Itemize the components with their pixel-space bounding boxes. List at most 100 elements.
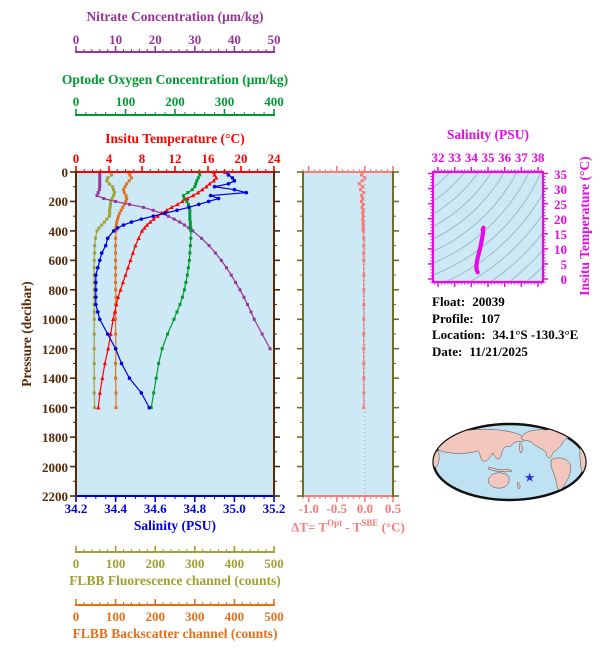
temperature-tick-label: 8 [138,151,146,166]
pressure-tick-label: 1400 [42,371,68,387]
delta-t-sup-opt: Opt [327,518,343,528]
delta-t-sup-sbe: SBE [361,518,379,528]
oxygen-tick-label: 400 [264,94,284,109]
pressure-tick-label: 2200 [42,489,68,504]
delta-panel-frame [297,166,399,502]
fluorescence-tick-label: 500 [264,556,284,571]
date-label: Date: [432,343,463,359]
ts-temperature-tick-label: 0 [560,271,568,287]
pressure-tick-label: 400 [48,223,69,239]
salinity-axis-title: Salinity (PSU) [133,518,217,533]
nitrate-tick-label: 20 [148,32,162,47]
delta-t-label-part: - T [342,519,362,535]
ts-salinity-tick-label: 38 [531,150,545,165]
date-value: 11/21/2025 [469,343,528,359]
ts-temperature-tick-label: 30 [554,181,567,197]
float-id-row: Float: 20039 [432,294,578,311]
delta-t-axis-title: ΔT= TOpt - TSBE (°C) [283,518,413,535]
ts-salinity-title: Salinity (PSU) [446,127,530,142]
pressure-tick-label: 1200 [42,341,68,357]
nitrate-tick-label: 50 [267,32,281,47]
temperature-tick-label: 0 [72,151,80,166]
fluorescence-tick-label: 300 [185,556,205,571]
temperature-tick-label: 20 [234,151,248,166]
float-info: Float: 20039 Profile: 107 Location: 34.1°S … [432,294,578,360]
location-value: 34.1°S -130.3°E [492,327,579,342]
ts-temperature-tick-label: 5 [560,256,568,272]
date-row: Date: 11/21/2025 [432,344,578,361]
delta-t-tick-label: -1.0 [298,501,319,516]
fluorescence-tick-label: 100 [105,556,126,571]
float-id-value: 20039 [472,294,505,309]
ts-salinity-tick-label: 34 [464,150,478,165]
salinity-curve [94,170,249,410]
ts-temperature-tick-label: 35 [554,166,567,182]
temperature-tick-label: 12 [168,151,182,166]
backscatter-axis-title: FLBB Backscatter channel (counts) [72,626,278,641]
pressure-tick-label: 1800 [42,430,68,446]
temperature-axis-title: Insitu Temperature (°C) [105,131,245,146]
oxygen-tick-label: 200 [165,94,185,109]
pressure-tick-label: 1600 [42,400,68,416]
plot-backgrounds [76,172,543,496]
fluorescence-axis-title: FLBB Fluorescence channel (counts) [69,573,281,588]
oxygen-tick-label: 100 [115,94,136,109]
delta-t-curve [357,170,367,410]
profile-row: Profile: 107 [432,311,578,328]
delta-t-label-part: ΔT= T [291,519,328,535]
ts-profile-curve [474,225,486,275]
backscatter-tick-label: 0 [72,609,80,624]
location-label: Location: [432,327,486,342]
backscatter-tick-label: 200 [145,609,165,624]
pressure-tick-label: 200 [48,194,69,210]
location-row: Location: 34.1°S -130.3°E [432,327,578,344]
backscatter-tick-label: 300 [185,609,205,624]
pressure-tick-label: 0 [61,165,69,180]
oxygen-axis-title: Optode Oxygen Concentration (μm/kg) [61,72,289,87]
ts-salinity-tick-label: 35 [481,150,495,165]
ts-temperature-tick-label: 25 [554,196,567,212]
delta-t-tick-label: 0.5 [384,501,402,516]
ts-temperature-tick-label: 10 [554,241,567,257]
delta-t-tick-label: -0.5 [326,501,348,516]
fluorescence-tick-label: 0 [72,556,80,571]
pressure-tick-label: 1000 [42,312,68,328]
nitrate-axis-title: Nitrate Concentration (μm/kg) [86,9,264,24]
backscatter-tick-label: 400 [224,609,245,624]
ts-salinity-tick-label: 32 [431,150,445,165]
optode-oxygen-concentration-curve [149,170,202,410]
float-location-star [524,472,535,482]
pressure-tick-label: 2000 [42,459,68,475]
delta-t-tick-label: 0.0 [356,501,373,516]
temperature-tick-label: 24 [267,151,281,166]
fluorescence-axis [75,546,275,553]
fluorescence-tick-label: 200 [145,556,165,571]
insitu-temperature-curve [96,169,219,410]
ts-frame [428,167,548,287]
salinity-tick-label: 34.2 [64,501,88,516]
ts-salinity-tick-label: 37 [514,150,528,165]
float-id-label: Float: [432,294,466,309]
world-map [432,422,587,502]
nitrate-tick-label: 0 [72,32,80,47]
oxygen-axis [75,109,275,116]
oxygen-tick-label: 300 [214,94,235,109]
pressure-tick-label: 800 [48,282,69,298]
nitrate-concentration-curve [95,170,272,351]
salinity-tick-label: 34.4 [104,501,127,516]
fluorescence-tick-label: 400 [224,556,245,571]
salinity-tick-label: 34.6 [143,501,167,516]
nitrate-tick-label: 10 [109,32,123,47]
nitrate-axis [75,46,275,53]
ts-salinity-tick-label: 36 [498,150,512,165]
profile-value: 107 [480,310,501,326]
salinity-tick-label: 35.0 [223,501,246,516]
ts-temperature-tick-label: 15 [554,226,567,242]
oxygen-tick-label: 0 [72,94,80,109]
ts-temperature-tick-label: 20 [554,211,567,227]
backscatter-tick-label: 500 [264,609,284,624]
pressure-tick-label: 600 [48,253,69,269]
profile-label: Profile: [432,310,474,326]
